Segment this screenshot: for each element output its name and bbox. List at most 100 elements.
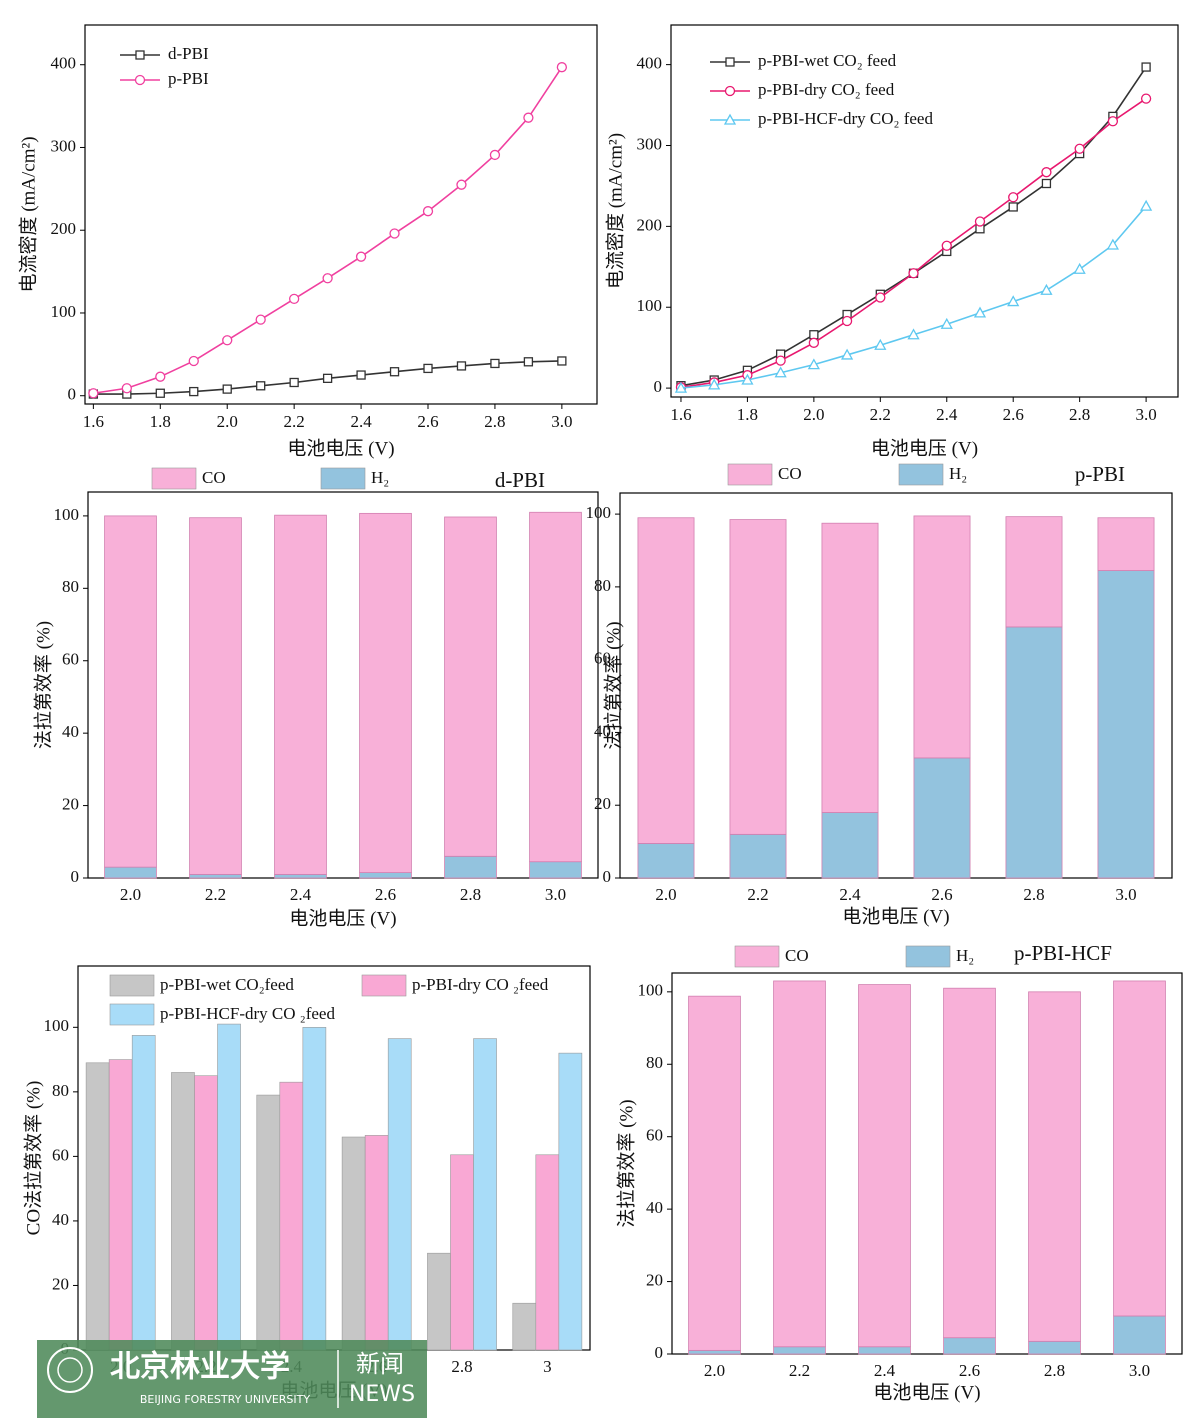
x-tick-label: 2.8: [451, 1357, 472, 1376]
watermark-name-en: BEIJING FORESTRY UNIVERSITY: [140, 1393, 311, 1406]
x-tick-label: 2.6: [931, 885, 952, 904]
bar-segment: [359, 512, 412, 873]
bar-segment: [821, 522, 879, 813]
bar-segment: [858, 984, 911, 1348]
x-tick-label: 1.8: [737, 405, 758, 424]
legend-label: CO: [202, 468, 226, 487]
y-tick-label: 100: [586, 503, 612, 522]
marker: [1141, 62, 1151, 72]
marker: [1041, 178, 1052, 189]
bar-segment: [688, 995, 741, 1351]
y-tick-label: 400: [637, 54, 663, 73]
legend-swatch: [109, 974, 155, 997]
bar-segment: [858, 1346, 911, 1355]
plot-frame: [670, 24, 1179, 398]
y-tick-label: 80: [62, 577, 79, 596]
bar-segment: [913, 515, 971, 759]
marker: [1008, 192, 1019, 203]
legend-label: CO: [785, 946, 809, 965]
marker: [134, 74, 146, 86]
series-line: [680, 97, 1147, 389]
marker: [489, 149, 501, 161]
bar: [387, 1038, 412, 1351]
marker: [1140, 93, 1152, 104]
bar-segment: [529, 511, 582, 863]
bar-segment: [274, 514, 327, 875]
marker: [189, 386, 199, 397]
bar-segment: [773, 980, 826, 1348]
bar: [85, 1062, 110, 1351]
bar-segment: [1113, 1315, 1166, 1355]
bar-segment: [913, 757, 971, 879]
bar-segment: [943, 1337, 996, 1355]
panel-label: p-PBI: [1075, 462, 1125, 486]
legend-swatch: [361, 974, 407, 997]
bar-segment: [1005, 626, 1063, 879]
legend-label: p-PBI-HCF-dry CO ₂feed: [160, 1004, 335, 1023]
x-tick-label: 2.4: [874, 1361, 896, 1380]
marker: [423, 363, 433, 374]
marker: [908, 268, 919, 279]
x-tick-label: 2.6: [375, 885, 396, 904]
plot-frame: [87, 491, 599, 879]
y-tick-label: 80: [646, 1053, 663, 1072]
watermark-name-cn: 北京林业大学: [110, 1350, 290, 1385]
x-axis-title: 电池电压 (V): [873, 1381, 980, 1403]
bar-segment: [189, 517, 242, 875]
y-tick-label: 300: [51, 136, 77, 155]
x-axis-title: 电池电压 (V): [289, 907, 396, 929]
x-tick-label: 3.0: [545, 885, 566, 904]
marker: [222, 384, 232, 394]
marker: [322, 373, 333, 383]
x-tick-label: 2.0: [704, 1361, 725, 1380]
bar-segment: [729, 519, 787, 835]
bar-segment: [1005, 516, 1063, 628]
marker: [875, 292, 886, 303]
legend-label: p-PBI: [168, 69, 209, 88]
marker: [808, 337, 820, 348]
y-axis-title: 电流密度 (mA/cm²): [17, 136, 39, 292]
bar-segment: [529, 861, 582, 879]
bar-segment: [104, 866, 157, 879]
marker: [1008, 202, 1018, 212]
bar-segment: [773, 1346, 826, 1355]
x-tick-label: 2.6: [1003, 405, 1024, 424]
marker: [874, 338, 887, 350]
series-line: [93, 66, 563, 395]
x-tick-label: 1.6: [83, 412, 104, 431]
y-tick-label: 0: [71, 867, 80, 886]
x-tick-label: 2.8: [484, 412, 505, 431]
bar: [279, 1081, 304, 1351]
marker: [840, 348, 854, 360]
watermark: 北京林业大学 BEIJING FORESTRY UNIVERSITY 新闻 NE…: [37, 1340, 427, 1418]
y-tick-label: 60: [594, 649, 611, 668]
marker: [523, 357, 534, 367]
x-tick-label: 2.2: [870, 405, 891, 424]
marker: [556, 62, 568, 73]
marker: [389, 228, 400, 239]
y-tick-label: 100: [54, 505, 80, 524]
legend-label: d-PBI: [168, 44, 209, 63]
y-tick-label: 20: [594, 794, 611, 813]
y-tick-label: 100: [637, 296, 663, 315]
x-tick-label: 2.2: [789, 1361, 810, 1380]
x-tick-label: 1.6: [670, 405, 691, 424]
legend-swatch: [898, 463, 944, 486]
bar: [108, 1059, 133, 1351]
x-tick-label: 2.0: [120, 885, 141, 904]
y-axis-title: 法拉第效率 (%): [32, 621, 54, 749]
y-tick-label: 60: [646, 1126, 663, 1145]
x-tick-label: 2.8: [1069, 405, 1090, 424]
marker: [1007, 295, 1020, 307]
y-axis-title: CO法拉第效率 (%): [22, 1081, 44, 1236]
x-axis-title: 电池电压 (V): [842, 905, 949, 927]
marker: [940, 317, 953, 329]
bar: [131, 1035, 156, 1351]
bar-segment: [444, 855, 497, 879]
legend-label: CO: [778, 464, 802, 483]
legend-label: H₂: [371, 468, 389, 487]
marker: [941, 240, 952, 251]
y-tick-label: 200: [637, 215, 663, 234]
bar: [535, 1154, 560, 1351]
